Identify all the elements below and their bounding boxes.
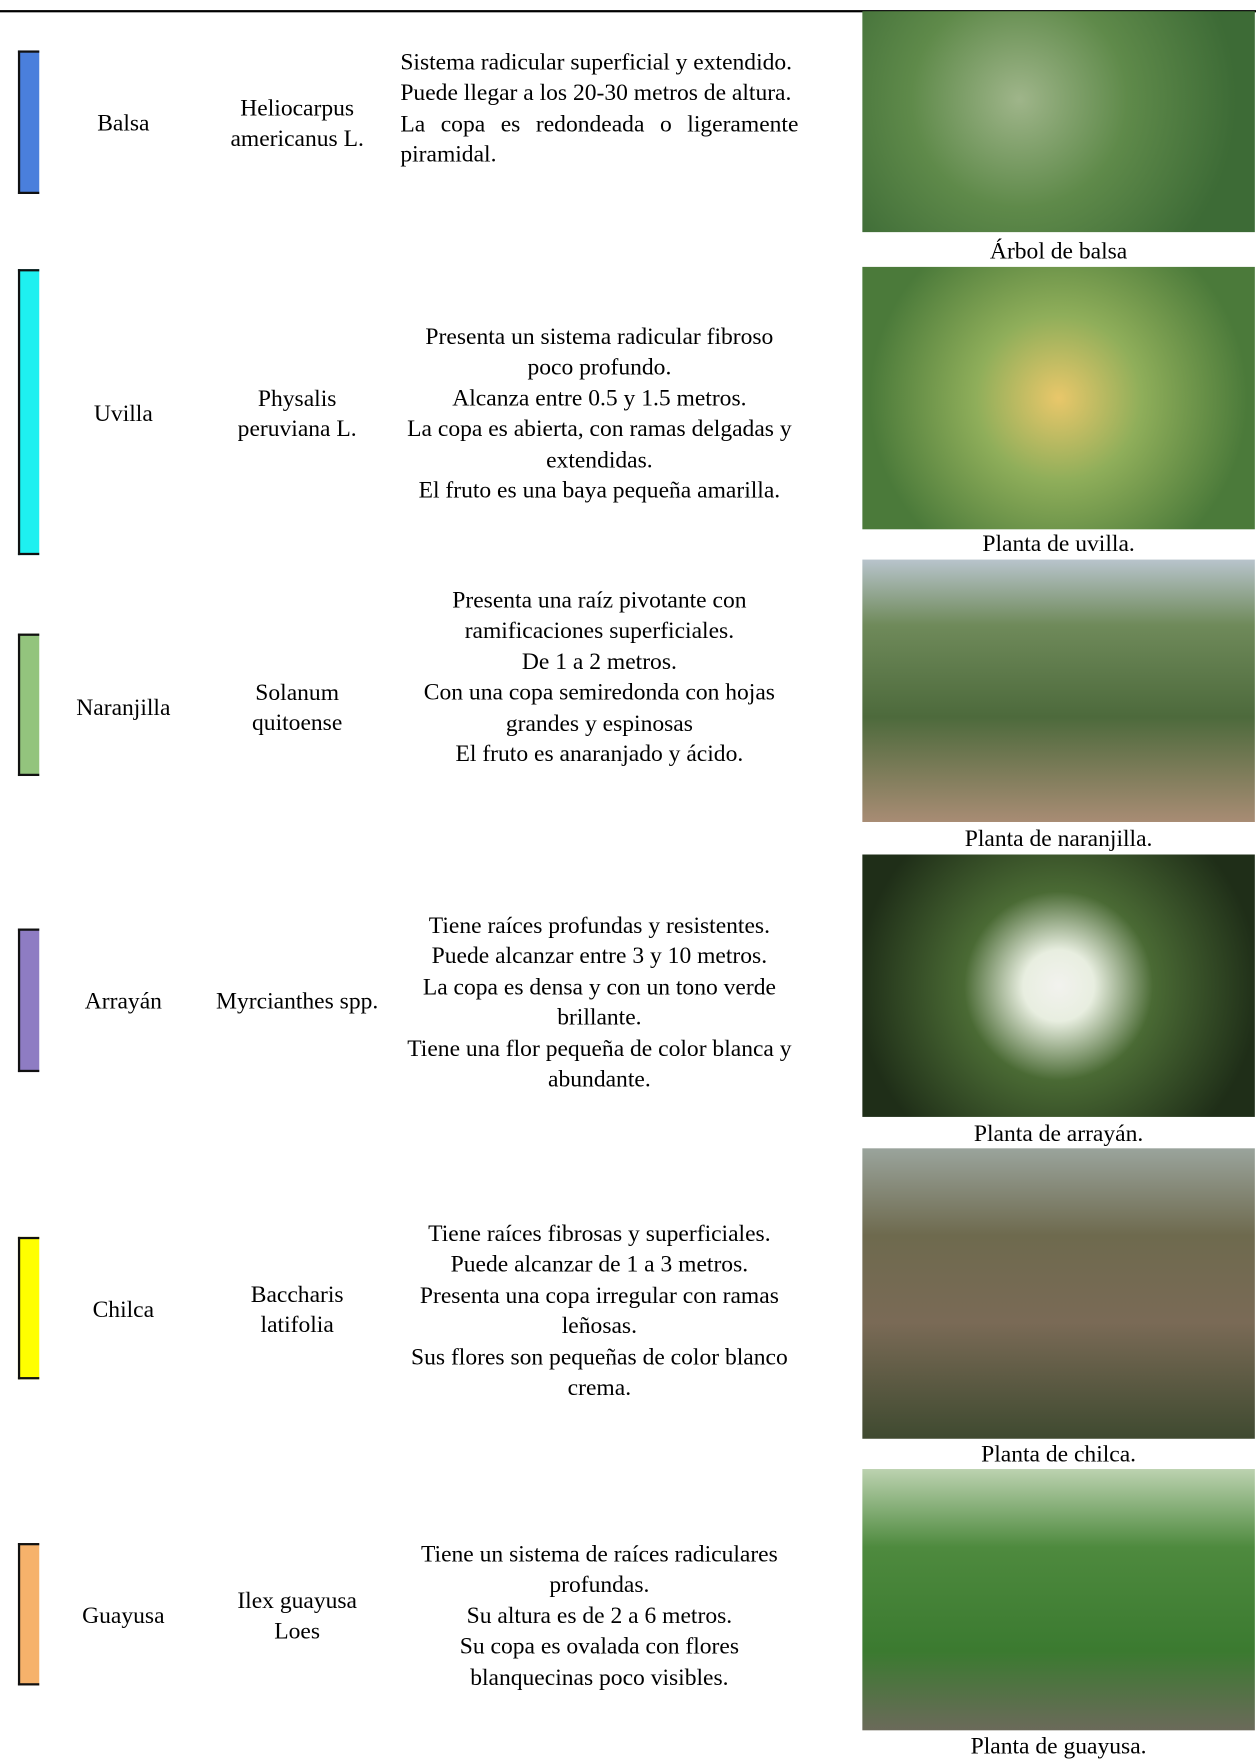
description: Presenta una raíz pivotante con ramifica…: [400, 585, 798, 769]
description-line: La copa es abierta, con ramas delgadas y…: [407, 414, 792, 473]
common-name: Naranjilla: [76, 693, 171, 721]
description-line: Su copa es ovalada con flores blanquecin…: [459, 1632, 740, 1691]
description-line: El fruto es una baya pequeña amarilla.: [418, 476, 781, 504]
description-line: Sistema radicular superficial y extendid…: [400, 48, 793, 76]
photo-caption: Planta de chilca.: [981, 1440, 1137, 1468]
description-line: Presenta una raíz pivotante con ramifica…: [452, 586, 747, 644]
common-name: Arrayán: [84, 987, 162, 1015]
photo-caption: Árbol de balsa: [989, 237, 1128, 265]
photo-caption: Planta de guayusa.: [970, 1732, 1147, 1759]
common-name: Chilca: [92, 1295, 155, 1323]
description-line: Puede alcanzar de 1 a 3 metros.: [450, 1250, 749, 1278]
description-line: Tiene raíces profundas y resistentes.: [428, 911, 770, 939]
plant-photo: [862, 1469, 1255, 1731]
plant-photo: [862, 854, 1255, 1117]
photo-caption: Planta de naranjilla.: [964, 824, 1153, 852]
description-line: Alcanza entre 0.5 y 1.5 metros.: [452, 384, 747, 412]
description-line: Su altura es de 2 a 6 metros.: [466, 1601, 733, 1629]
description-line: El fruto es anaranjado y ácido.: [455, 739, 744, 767]
photo-caption: Planta de uvilla.: [982, 529, 1135, 557]
plant-photo: [862, 11, 1255, 233]
color-bar: [17, 928, 40, 1073]
scientific-name: Heliocarpus americanus L.: [230, 94, 364, 152]
description: Tiene raíces fibrosas y superficiales. Pu…: [400, 1219, 798, 1403]
description-line: Presenta un sistema radicular fibroso po…: [425, 322, 774, 381]
color-bar: [17, 633, 40, 777]
description: Presenta un sistema radicular fibroso po…: [400, 322, 798, 506]
common-name: Balsa: [97, 109, 150, 137]
description-line: Puede alcanzar entre 3 y 10 metros.: [431, 942, 768, 970]
color-bar: [17, 50, 40, 195]
description-line: La copa es redondeada o ligeramente pira…: [400, 109, 799, 168]
plant-photo: [862, 266, 1255, 530]
description-line: Presenta una copa irregular con ramas le…: [419, 1281, 779, 1339]
plant-photo: [862, 1148, 1255, 1439]
description-line: De 1 a 2 metros.: [521, 647, 677, 675]
top-rule: [0, 10, 1256, 12]
description-line: Tiene un sistema de raíces radiculares p…: [420, 1540, 778, 1598]
description-line: Con una copa semiredonda con hojas grand…: [423, 678, 775, 737]
scientific-name: Physalis peruviana L.: [237, 384, 357, 442]
scientific-name: Baccharis latifolia: [250, 1280, 344, 1338]
scientific-name: Solanum quitoense: [252, 678, 343, 736]
description-line: Puede llegar a los 20-30 metros de altur…: [400, 79, 792, 107]
description-line: Tiene una flor pequeña de color blanca y…: [407, 1034, 792, 1093]
color-bar: [17, 269, 40, 556]
description-line: Tiene raíces fibrosas y superficiales.: [428, 1219, 771, 1247]
description-line: Sus flores son pequeñas de color blanco …: [411, 1342, 788, 1401]
description: Tiene raíces profundas y resistentes. Pue…: [400, 910, 798, 1094]
common-name: Guayusa: [82, 1601, 165, 1629]
scientific-name: Ilex guayusa Loes: [237, 1586, 358, 1644]
description: Tiene un sistema de raíces radiculares p…: [400, 1539, 798, 1693]
common-name: Uvilla: [93, 399, 153, 427]
photo-caption: Planta de arrayán.: [973, 1119, 1144, 1147]
color-bar: [17, 1543, 40, 1686]
color-bar: [17, 1236, 40, 1380]
scientific-name: Myrcianthes spp.: [216, 987, 379, 1015]
plant-photo: [862, 559, 1255, 822]
description: Sistema radicular superficial y extendid…: [400, 47, 798, 170]
description-line: La copa es densa y con un tono verde bri…: [422, 972, 776, 1031]
